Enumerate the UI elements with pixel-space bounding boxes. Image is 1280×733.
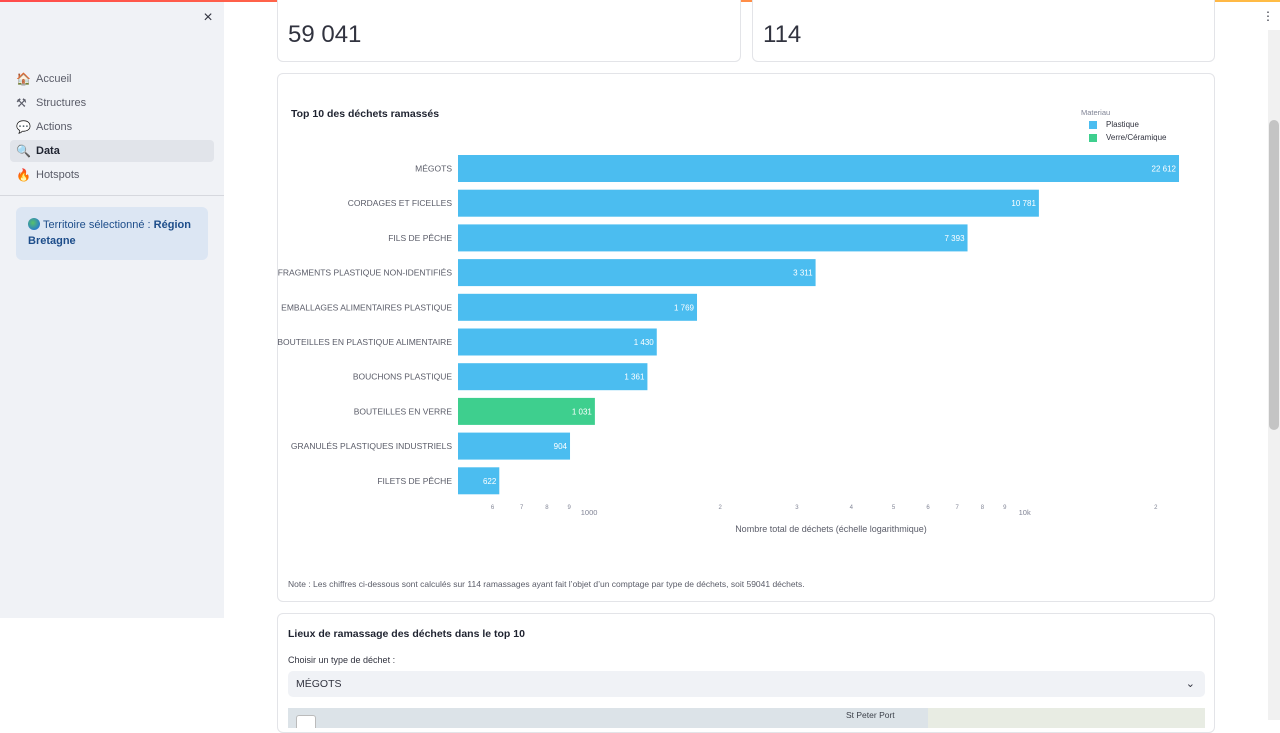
sidebar-item-label: Accueil (36, 73, 72, 85)
data-label: 3 311 (793, 269, 813, 278)
category-label: CORDAGES ET FICELLES (348, 198, 453, 208)
house-icon: 🏠 (16, 72, 31, 86)
category-label: BOUTEILLES EN PLASTIQUE ALIMENTAIRE (278, 337, 452, 347)
map-place-label: St Peter Port (846, 710, 895, 720)
category-label: EMBALLAGES ALIMENTAIRES PLASTIQUE (281, 302, 452, 312)
speech-bubble-icon: 💬 (16, 120, 31, 134)
sidebar-item-actions[interactable]: 💬 Actions (10, 116, 214, 138)
chart-bar[interactable] (458, 259, 816, 287)
category-label: BOUTEILLES EN VERRE (354, 406, 453, 416)
sidebar-item-structures[interactable]: ⚒ Structures (10, 92, 214, 114)
tick-label: 5 (892, 505, 896, 511)
sidebar-item-label: Hotspots (36, 169, 80, 181)
metric-card-total: 59 041 (277, 0, 741, 62)
tick-label: 10k (1019, 508, 1031, 517)
map[interactable]: St Peter Port (288, 708, 1205, 728)
close-sidebar-button[interactable]: × (203, 9, 213, 26)
tick-label: 6 (926, 505, 930, 511)
tick-label: 7 (520, 505, 524, 511)
zoom-control[interactable] (296, 715, 316, 728)
sidebar-nav: 🏠 Accueil ⚒ Structures 💬 Actions 🔍 Data … (10, 68, 214, 188)
hammer-icon: ⚒ (16, 96, 27, 110)
data-label: 1 031 (572, 407, 593, 416)
legend-label: Verre/Céramique (1106, 133, 1167, 142)
metric-value: 59 041 (288, 21, 362, 48)
chart-note: Note : Les chiffres ci-dessous sont calc… (288, 579, 805, 589)
chart-bar[interactable] (458, 224, 968, 252)
tick-label: 6 (491, 505, 495, 511)
tick-label: 8 (981, 505, 985, 511)
legend-title: Materiau (1081, 108, 1111, 117)
data-label: 22 612 (1152, 165, 1177, 174)
more-menu-icon[interactable]: ⋮ (1262, 9, 1274, 23)
metric-value: 114 (763, 21, 802, 48)
globe-icon (28, 218, 40, 230)
chart-bar[interactable] (458, 155, 1180, 182)
category-label: FILETS DE PÊCHE (377, 476, 452, 486)
sidebar-item-accueil[interactable]: 🏠 Accueil (10, 68, 214, 90)
tick-label: 2 (719, 505, 723, 511)
map-section-card: Lieux de ramassage des déchets dans le t… (277, 613, 1215, 733)
legend-swatch (1089, 133, 1097, 142)
tick-label: 9 (1003, 505, 1007, 511)
bar-chart: MÉGOTS 22 612 CORDAGES ET FICELLES 10 781 FI… (278, 155, 1180, 534)
data-label: 7 393 (945, 234, 966, 243)
category-label: MÉGOTS (415, 164, 452, 174)
tick-label: 2 (1154, 505, 1158, 511)
sidebar: × 🏠 Accueil ⚒ Structures 💬 Actions 🔍 Dat… (0, 2, 224, 618)
chart-title: Top 10 des déchets ramassés (291, 108, 440, 120)
data-label: 1 361 (624, 373, 645, 382)
territory-info-box: Territoire sélectionné : Région Bretagne (16, 207, 208, 260)
chart-card: Top 10 des déchets ramassés Materiau Pla… (277, 73, 1215, 602)
tick-label: 9 (568, 505, 572, 511)
legend-item-plastique[interactable]: Plastique (1089, 120, 1139, 129)
chart-bar[interactable] (458, 328, 657, 356)
legend-swatch (1089, 120, 1097, 129)
data-label: 1 430 (634, 338, 655, 347)
tick-label: 8 (545, 505, 549, 511)
tick-label: 3 (795, 505, 799, 511)
territory-value: Région Bretagne (28, 219, 191, 247)
sidebar-item-label: Structures (36, 97, 87, 109)
sidebar-item-label: Actions (36, 121, 73, 133)
territory-prefix: Territoire sélectionné : (43, 219, 151, 231)
sidebar-divider (0, 195, 224, 196)
sidebar-item-label: Data (36, 145, 60, 157)
legend-item-verre[interactable]: Verre/Céramique (1089, 133, 1166, 142)
data-label: 904 (554, 442, 568, 451)
data-label: 1 769 (674, 303, 695, 312)
data-label: 10 781 (1011, 199, 1036, 208)
category-label: GRANULÉS PLASTIQUES INDUSTRIELS (291, 441, 452, 451)
tick-label: 4 (850, 505, 854, 511)
chart-bar[interactable] (458, 189, 1039, 217)
scrollbar-thumb[interactable] (1269, 120, 1279, 430)
category-label: BOUCHONS PLASTIQUE (353, 372, 453, 382)
sidebar-item-data[interactable]: 🔍 Data (10, 140, 214, 162)
select-value: MÉGOTS (296, 678, 342, 690)
metric-card-count: 114 (752, 0, 1215, 62)
chart-bar[interactable] (458, 397, 595, 425)
fire-icon: 🔥 (16, 168, 31, 182)
map-land (928, 708, 1205, 728)
category-label: FRAGMENTS PLASTIQUE NON-IDENTIFIÉS (278, 268, 452, 278)
waste-type-select[interactable]: MÉGOTS ⌄ (288, 671, 1205, 697)
magnifier-icon: 🔍 (16, 144, 31, 158)
category-label: FILS DE PÊCHE (388, 233, 452, 243)
chart-bar[interactable] (458, 432, 571, 460)
tick-label: 1000 (581, 508, 598, 517)
chevron-down-icon: ⌄ (1185, 678, 1195, 690)
chart-bar[interactable] (458, 363, 648, 391)
select-label: Choisir un type de déchet : (288, 655, 396, 665)
section-title: Lieux de ramassage des déchets dans le t… (288, 628, 525, 640)
chart-bar[interactable] (458, 467, 500, 495)
tick-label: 7 (956, 505, 960, 511)
x-axis-label: Nombre total de déchets (échelle logarit… (735, 524, 927, 534)
data-label: 622 (483, 477, 497, 486)
chart-bar[interactable] (458, 293, 698, 321)
legend-label: Plastique (1106, 120, 1139, 129)
sidebar-item-hotspots[interactable]: 🔥 Hotspots (10, 164, 214, 186)
